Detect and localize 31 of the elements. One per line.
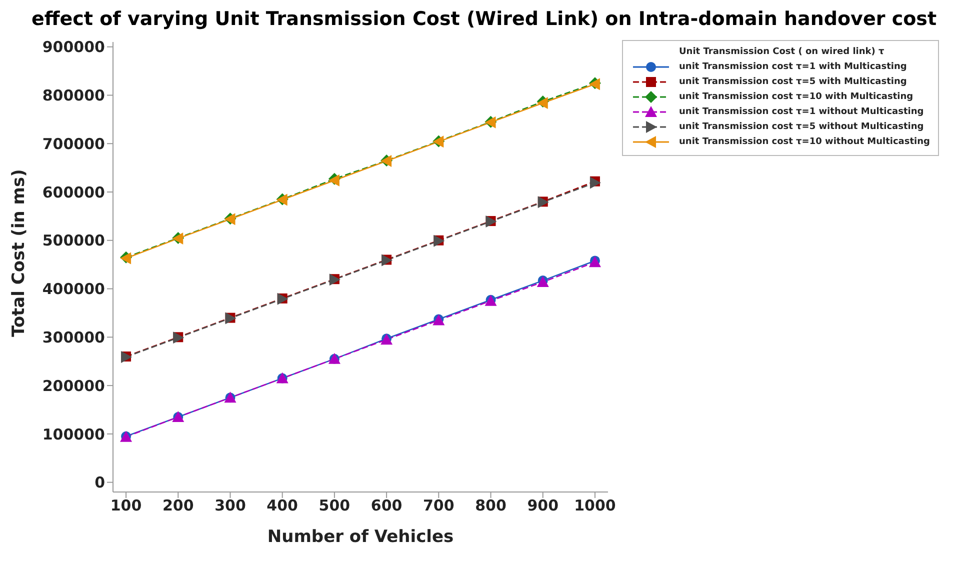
legend-label: unit Transmission cost τ=5 with Multicasting [679,76,907,86]
y-tick-label: 0 [94,474,105,492]
legend-label: unit Transmission cost τ=1 with Multicasting [679,62,907,72]
y-axis-title: Total Cost (in ms) [9,169,30,337]
x-tick-label: 1000 [574,496,616,515]
x-axis-title: Number of Vehicles [267,527,454,547]
x-tick-label: 200 [162,496,194,515]
y-tick-label: 900000 [42,38,105,56]
x-tick-label: 400 [266,496,298,515]
legend-title: Unit Transmission Cost ( on wired link) τ [678,47,886,57]
x-tick-label: 300 [214,496,246,515]
x-tick-label: 900 [527,496,559,515]
point [590,176,601,189]
x-tick-label: 800 [475,496,506,515]
y-tick-label: 100000 [42,425,105,444]
x-tick-label: 700 [423,496,454,515]
y-tick-label: 700000 [42,134,105,153]
y-tick-label: 300000 [42,328,105,346]
y-tick-label: 400000 [42,280,105,298]
legend-label: unit Transmission cost τ=10 with Multicasting [679,92,914,102]
y-tick-label: 800000 [42,86,105,105]
legend-label: unit Transmission cost τ=5 without Multicasting [679,122,924,132]
legend-label: unit Transmission cost τ=10 without Multicasting [679,136,930,146]
y-tick-label: 200000 [42,376,105,395]
chart-title: effect of varying Unit Transmission Cost (Wired Link) on Intra-domain handover cost [30,8,938,30]
legend-label: unit Transmission cost τ=1 without Multicasting [679,106,924,116]
y-tick-label: 600000 [42,183,105,202]
y-tick-label: 500000 [42,232,105,250]
x-tick-label: 600 [370,496,402,515]
x-tick-label: 100 [110,496,142,515]
x-tick-label: 500 [318,496,350,515]
